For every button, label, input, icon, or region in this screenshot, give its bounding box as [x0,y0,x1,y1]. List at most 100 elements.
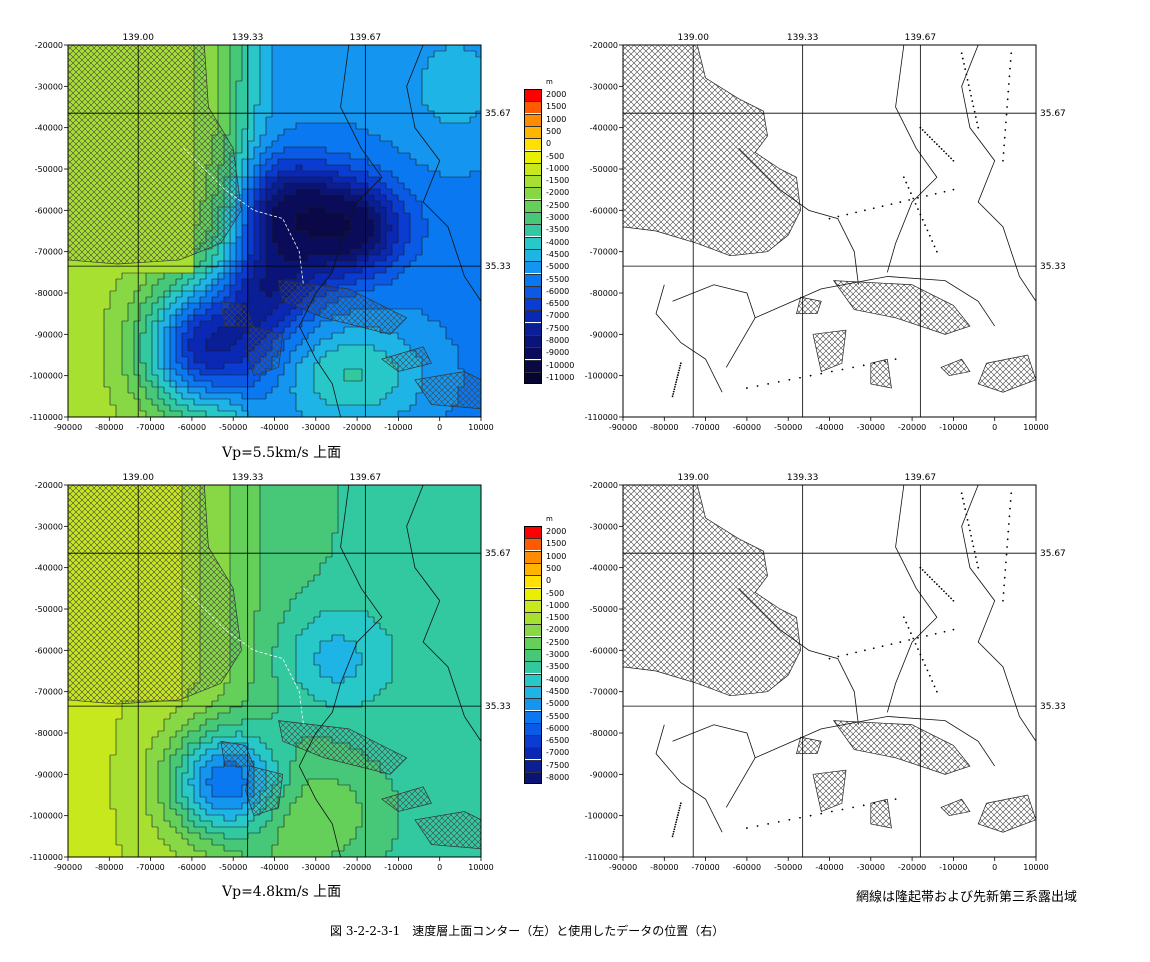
y-tick-label: -60000 [35,206,63,215]
colorbar-swatch [524,113,542,126]
uplift-hatched-areas [68,45,481,410]
y-tick-label: -60000 [590,646,618,655]
y-tick-label: -20000 [35,481,63,490]
colorbar-label: -7000 [546,311,570,321]
y-tick-label: -50000 [590,605,618,614]
x-tick-label: 0 [437,423,442,432]
data-location-map-top: -90000 -80000 -70000 -60000 -50000 -40000 -300… [585,33,1066,432]
x-tick-label: -20000 [343,423,371,432]
y-tick-label: -80000 [35,729,63,738]
x-tick-label: -30000 [857,423,885,432]
y-tick-label: -40000 [590,564,618,573]
colorbar-label: -7500 [546,760,570,770]
x-tick-label: -60000 [733,863,761,872]
y-tick-label: -90000 [35,770,63,779]
colorbar-label: -9000 [546,348,570,358]
data-map-panel-top: -90000 -80000 -70000 -60000 -50000 -40000 -300… [565,30,1085,440]
x-tick-label: -40000 [815,423,843,432]
longitude-label: 139.67 [905,473,937,483]
y-tick-label: -30000 [590,82,618,91]
colorbar-label: -11000 [546,372,575,382]
colorbar-swatch [524,759,542,772]
colorbar-swatch [524,224,542,237]
x-tick-label: -50000 [219,863,247,872]
colorbar-swatch [524,212,542,224]
colorbar-swatch [524,599,542,612]
x-tick-label: -80000 [95,423,123,432]
x-tick-label: -70000 [136,863,164,872]
longitude-label: 139.00 [122,473,154,483]
x-tick-label: 10000 [468,423,493,432]
y-tick-label: -100000 [30,372,63,381]
colorbar-label: 1500 [546,539,567,549]
y-tick-label: -100000 [585,372,618,381]
x-tick-label: -10000 [939,423,967,432]
x-tick-label: 0 [992,423,997,432]
contour-map-vp55: -90000 -80000 -70000 -60000 -50000 -40000 -300… [30,33,511,432]
colorbar-label: 500 [546,126,562,136]
longitude-label: 139.33 [787,473,819,483]
latitude-label: 35.33 [485,262,511,272]
colorbar-label: -3500 [546,225,570,235]
colorbar-label: -5000 [546,699,570,709]
colorbar-swatch [524,248,542,261]
x-tick-label: -50000 [219,423,247,432]
colorbar-swatch [524,359,542,372]
x-tick-label: -20000 [898,423,926,432]
colorbar-swatch [524,722,542,735]
x-tick-label: -70000 [691,863,719,872]
longitude-label: 139.33 [232,473,264,483]
x-tick-label: 0 [992,863,997,872]
y-tick-label: -70000 [35,248,63,257]
data-location-map-bottom: -90000 -80000 -70000 -60000 -50000 -40000 -300… [585,473,1066,872]
colorbar-label: -5500 [546,711,570,721]
colorbar-label: -7500 [546,323,570,333]
latitude-label: 35.67 [485,549,511,559]
x-tick-label: -30000 [302,423,330,432]
colorbar-label: -8000 [546,336,570,345]
longitude-label: 139.00 [122,33,154,43]
y-tick-label: -100000 [30,812,63,821]
y-tick-label: -20000 [590,481,618,490]
colorbar-swatch [524,636,542,649]
uplift-hatched-areas [623,45,1036,393]
colorbar-swatch [524,162,542,175]
colorbar-label: -500 [546,151,565,161]
y-tick-label: -40000 [35,564,63,573]
x-tick-label: -10000 [939,863,967,872]
x-tick-label: -90000 [54,863,82,872]
colorbar-label: -1000 [546,600,570,610]
x-tick-label: -50000 [774,863,802,872]
x-tick-label: -90000 [609,863,637,872]
contour-map-vp48: -90000 -80000 -70000 -60000 -50000 -40000 -300… [30,473,511,872]
colorbar-label: -10000 [546,360,575,370]
x-tick-label: -60000 [178,863,206,872]
y-tick-label: -20000 [35,41,63,50]
colorbar-label: -6000 [546,723,570,733]
latitude-label: 35.67 [1040,109,1066,119]
y-tick-label: -100000 [585,812,618,821]
colorbar-label: 2000 [546,90,567,99]
colorbar-label: -1500 [546,176,570,186]
colorbar-swatch [524,298,542,311]
colorbar-unit: m [546,78,553,86]
colorbar-swatch [524,273,542,286]
colorbar-label: -2000 [546,188,570,198]
axes: -90000 -80000 -70000 -60000 -50000 -40000 -300… [585,473,1066,872]
colorbar-swatch [524,310,542,323]
latitude-label: 35.33 [1040,262,1066,272]
x-tick-label: -80000 [650,423,678,432]
colorbar-swatch [524,236,542,249]
colorbar-label: 0 [546,139,552,149]
colorbar-swatch [524,347,542,360]
caption-vp55: Vp=5.5km/s 上面 [222,445,342,461]
geologic-outlines [655,45,1036,393]
x-tick-label: -50000 [774,423,802,432]
colorbar-swatch [524,772,542,784]
latitude-label: 35.33 [485,702,511,712]
colorbar-label: 1500 [546,102,567,112]
y-tick-label: -60000 [35,646,63,655]
colorbar-label: -2500 [546,200,570,210]
colorbar-label: -5000 [546,262,570,272]
figure-caption: 図 3-2-2-3-1 速度層上面コンター（左）と使用したデータの位置（右） [330,924,725,938]
